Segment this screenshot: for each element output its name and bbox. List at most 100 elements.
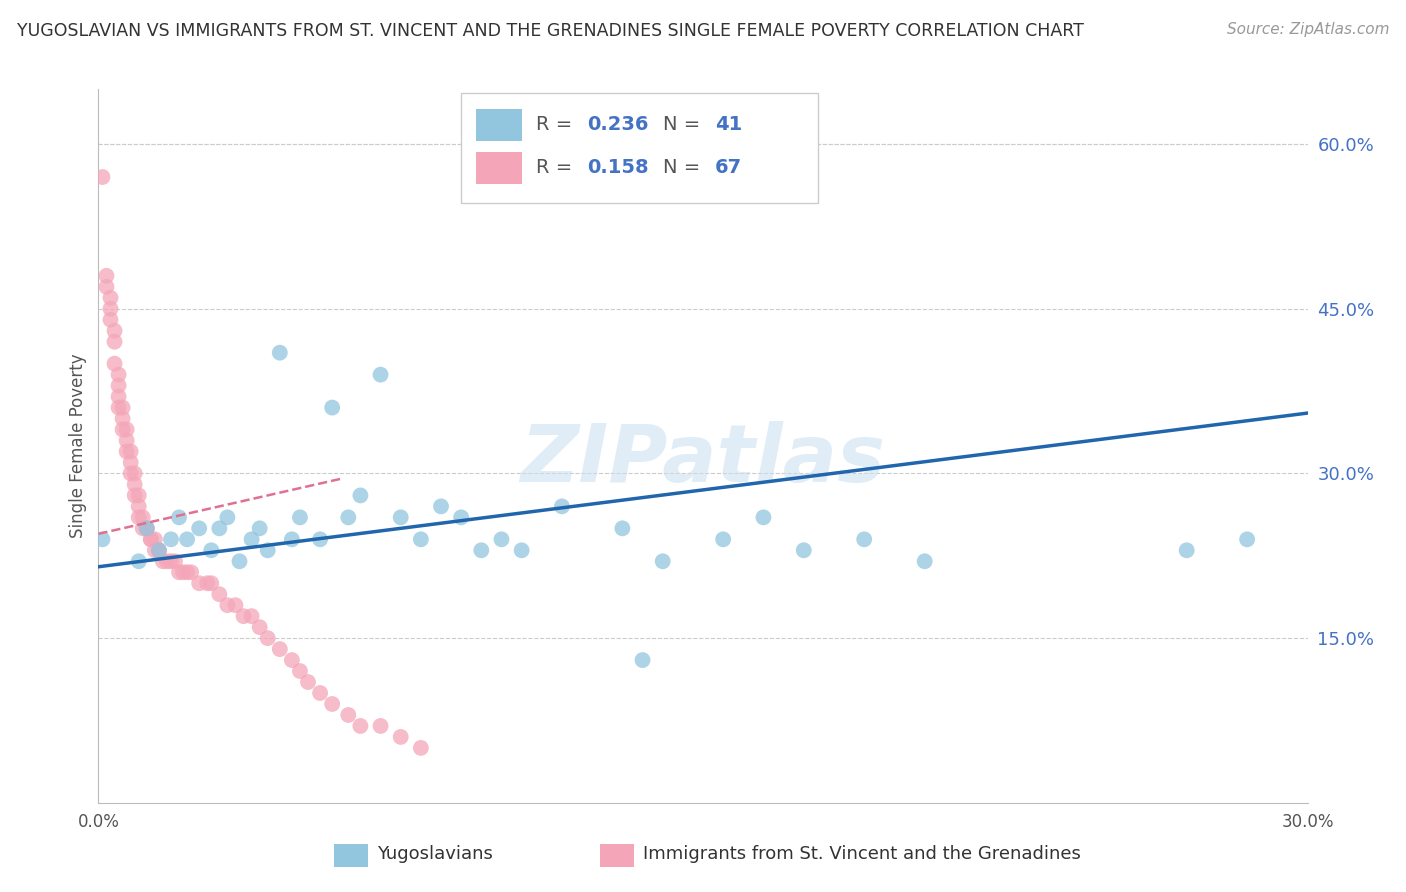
Point <box>167 566 190 580</box>
Text: Immigrants from St. Vincent and the Grenadines: Immigrants from St. Vincent and the Gren… <box>643 846 1080 863</box>
Point <box>176 566 198 580</box>
Point <box>208 521 231 535</box>
Point <box>160 554 183 568</box>
Point <box>124 467 146 481</box>
Point <box>321 401 343 415</box>
Text: YUGOSLAVIAN VS IMMIGRANTS FROM ST. VINCENT AND THE GRENADINES SINGLE FEMALE POVE: YUGOSLAVIAN VS IMMIGRANTS FROM ST. VINCE… <box>17 22 1084 40</box>
Point <box>409 740 432 755</box>
Point <box>337 510 360 524</box>
Text: 0.158: 0.158 <box>586 158 648 178</box>
Point <box>349 488 371 502</box>
Point <box>288 664 311 678</box>
Point <box>120 467 142 481</box>
Point <box>107 390 129 404</box>
Point <box>176 533 198 547</box>
Point <box>389 510 412 524</box>
Point <box>143 533 166 547</box>
Point <box>135 521 157 535</box>
Point <box>91 169 114 184</box>
Point <box>409 533 432 547</box>
Point <box>232 609 254 624</box>
Point <box>224 598 246 612</box>
Point <box>120 444 142 458</box>
Point <box>103 357 125 371</box>
Point <box>139 533 162 547</box>
Point <box>249 620 271 634</box>
Point <box>143 543 166 558</box>
Text: N =: N = <box>664 158 707 178</box>
Bar <box>475 109 522 141</box>
Text: 41: 41 <box>716 115 742 135</box>
Point <box>111 411 134 425</box>
Point <box>148 543 170 558</box>
Point <box>200 543 222 558</box>
Point <box>793 543 815 558</box>
Point <box>510 543 533 558</box>
Point <box>115 434 138 448</box>
Point <box>217 598 239 612</box>
Point <box>269 345 291 359</box>
Point <box>128 510 150 524</box>
Point <box>100 301 122 316</box>
Point <box>651 554 673 568</box>
Point <box>249 521 271 535</box>
Point <box>132 510 155 524</box>
Point <box>200 576 222 591</box>
Point <box>107 368 129 382</box>
Point <box>370 368 392 382</box>
Bar <box>600 844 634 867</box>
Point <box>281 653 304 667</box>
Y-axis label: Single Female Poverty: Single Female Poverty <box>69 354 87 538</box>
Point <box>103 324 125 338</box>
Point <box>163 554 186 568</box>
Point <box>208 587 231 601</box>
Point <box>111 401 134 415</box>
Point <box>128 500 150 514</box>
FancyBboxPatch shape <box>461 93 818 203</box>
Point <box>135 521 157 535</box>
Text: 67: 67 <box>716 158 742 178</box>
Point <box>711 533 734 547</box>
Point <box>297 675 319 690</box>
Point <box>135 521 157 535</box>
Text: R =: R = <box>536 115 579 135</box>
Point <box>100 312 122 326</box>
Point <box>188 521 211 535</box>
Point <box>349 719 371 733</box>
Text: R =: R = <box>536 158 579 178</box>
Point <box>107 378 129 392</box>
Point <box>96 268 118 283</box>
Point <box>1236 533 1258 547</box>
Point <box>370 719 392 733</box>
Point <box>115 444 138 458</box>
Point <box>337 708 360 723</box>
Point <box>115 423 138 437</box>
Point <box>491 533 513 547</box>
Bar <box>335 844 368 867</box>
Point <box>853 533 876 547</box>
Point <box>217 510 239 524</box>
Point <box>430 500 453 514</box>
Point <box>389 730 412 744</box>
Point <box>156 554 179 568</box>
Point <box>240 609 263 624</box>
Point <box>1175 543 1198 558</box>
Point <box>281 533 304 547</box>
Point <box>631 653 654 667</box>
Point <box>152 554 174 568</box>
Point <box>148 543 170 558</box>
Point <box>470 543 492 558</box>
Point <box>103 334 125 349</box>
Point <box>124 477 146 491</box>
Point <box>132 521 155 535</box>
Point <box>96 280 118 294</box>
Point <box>450 510 472 524</box>
Point <box>111 423 134 437</box>
Text: N =: N = <box>664 115 707 135</box>
Text: 0.236: 0.236 <box>586 115 648 135</box>
Point <box>288 510 311 524</box>
Bar <box>475 152 522 184</box>
Point <box>256 631 278 645</box>
Point <box>914 554 936 568</box>
Point <box>188 576 211 591</box>
